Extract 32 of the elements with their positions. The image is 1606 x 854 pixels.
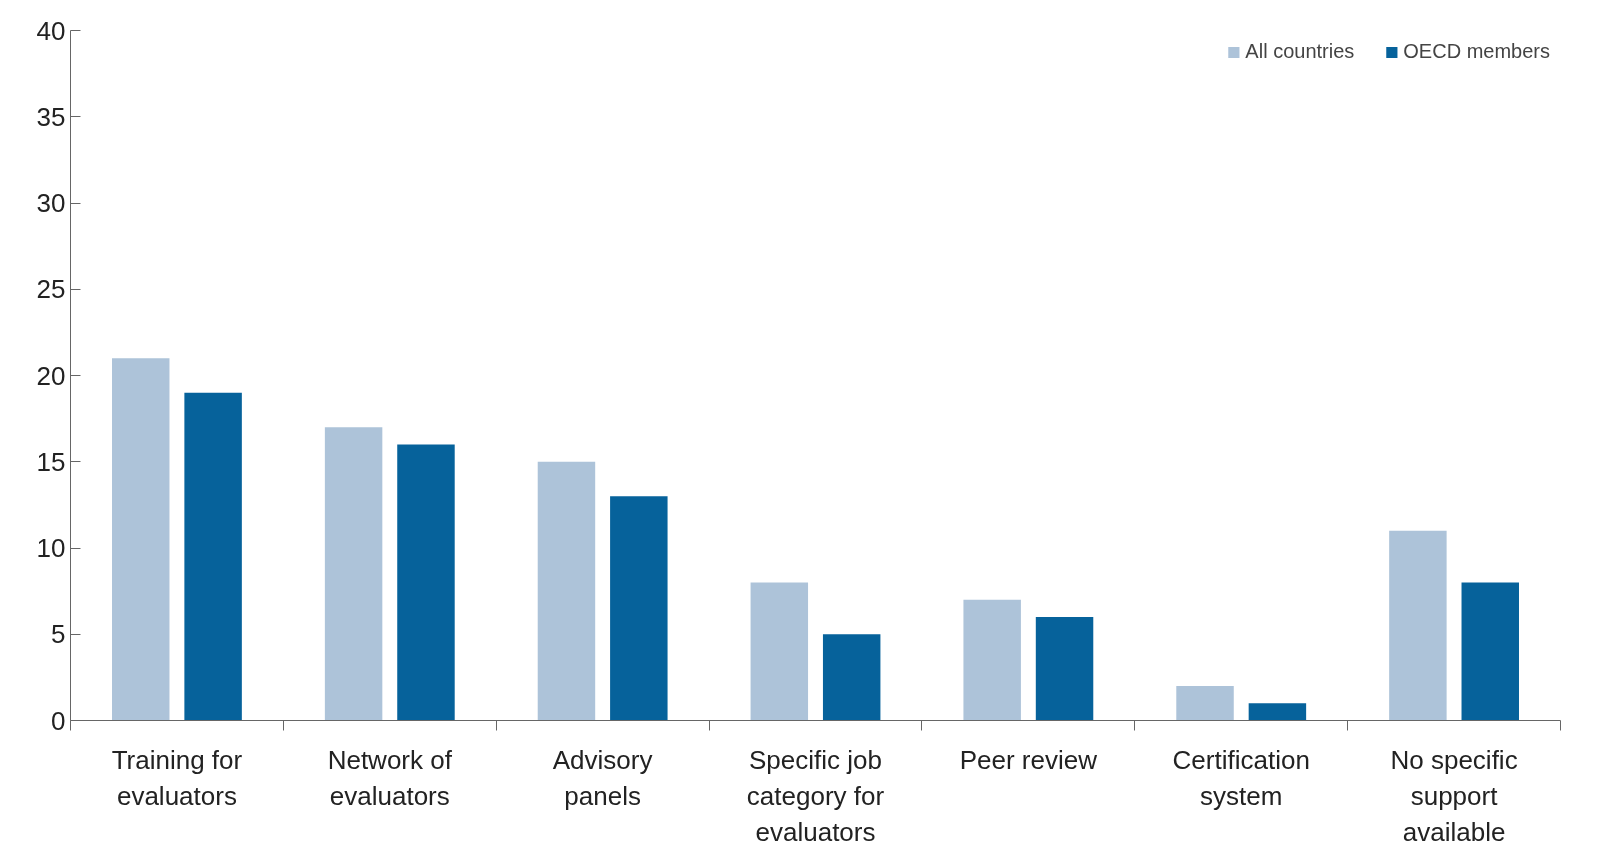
y-tick-label: 0	[51, 705, 66, 736]
bar	[112, 358, 170, 721]
x-tick-label: Specific job category for evaluators	[746, 744, 885, 847]
bar	[1461, 582, 1519, 721]
bar	[324, 427, 383, 721]
bar	[1035, 617, 1094, 721]
y-tick-label: 10	[36, 533, 66, 563]
bar	[963, 599, 1021, 721]
y-tick-label: 40	[36, 15, 66, 46]
x-tick-label: Network of evaluators	[327, 744, 453, 811]
bar	[537, 461, 596, 721]
y-tick-label: 25	[36, 274, 66, 305]
bar	[1248, 703, 1307, 721]
bar	[750, 582, 809, 721]
legend-label: All countries	[1245, 40, 1355, 63]
bar	[184, 392, 242, 721]
y-tick-label: 35	[36, 101, 66, 132]
bar	[1176, 686, 1234, 721]
y-tick-label: 20	[36, 360, 66, 391]
y-tick-label: 5	[51, 619, 66, 650]
legend-label: OECD members	[1403, 40, 1550, 63]
bar	[397, 444, 455, 721]
y-tick-label: 15	[36, 446, 66, 477]
x-tick-label: Advisory panels	[552, 744, 653, 811]
x-tick-label: Peer review	[959, 744, 1098, 775]
x-tick-label: Certification system	[1172, 744, 1310, 811]
bar	[1389, 530, 1447, 721]
x-tick-label: No specific support available	[1390, 744, 1518, 847]
y-tick-label: 30	[36, 188, 66, 218]
bar	[610, 496, 668, 721]
x-tick-label: Training for evaluators	[111, 744, 243, 811]
bar	[822, 634, 881, 721]
